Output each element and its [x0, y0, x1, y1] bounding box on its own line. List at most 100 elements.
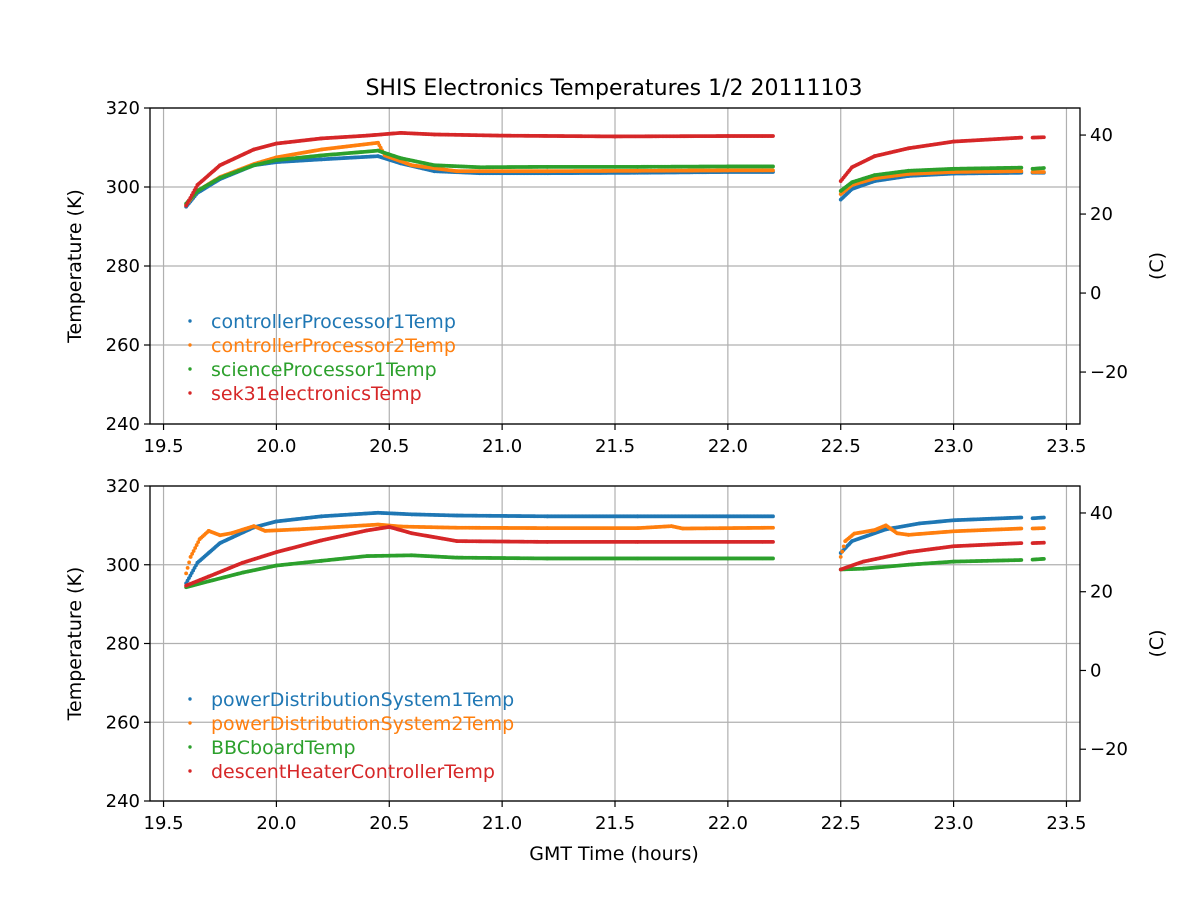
y2-tick-label: 20 [1090, 204, 1113, 225]
legend-label: sek31electronicsTemp [211, 383, 422, 405]
x-tick-label: 20.0 [256, 813, 296, 834]
y-tick-label: 280 [106, 256, 140, 277]
y2-tick-label: 20 [1090, 582, 1113, 603]
x-tick-label: 21.5 [595, 813, 635, 834]
data-point [190, 552, 195, 556]
data-point [840, 549, 845, 554]
x-tick-label: 22.0 [708, 813, 748, 834]
x-tick-label: 23.5 [1046, 813, 1086, 834]
x-tick-label: 20.5 [369, 813, 409, 834]
x-tick-label: 23.5 [1046, 436, 1086, 457]
data-point [184, 571, 189, 576]
y-tick-label: 240 [106, 791, 140, 812]
y-tick-label: 320 [106, 98, 140, 119]
y2-tick-label: 40 [1090, 503, 1113, 524]
data-point [187, 560, 192, 565]
y2-tick-label: 0 [1090, 660, 1101, 681]
data-point [188, 554, 193, 559]
y-axis-label: Temperature (K) [64, 567, 86, 722]
bottom-panel: 19.5 20.0 20.5 21.0 21.5 22.0 22.5 23.0 23.5 240 2… [64, 476, 1168, 834]
data-point [191, 549, 196, 553]
x-tick-label: 23.0 [934, 436, 974, 457]
data-point [196, 540, 201, 545]
series-scienceProcessor1Temp [184, 148, 1046, 206]
data-point [1041, 135, 1046, 140]
x-tick-label: 22.5 [821, 436, 861, 457]
data-point [1019, 558, 1024, 562]
series-sek31electronicsTemp [184, 130, 1046, 208]
series-powerDistributionSystem2Temp [184, 522, 1046, 576]
x-tick-label: 21.0 [482, 813, 522, 834]
x-tick-label: 19.5 [144, 813, 184, 834]
legend-marker [188, 769, 192, 773]
series-descentHeaterControllerTemp [184, 525, 1046, 588]
data-point [838, 554, 843, 559]
y-tick-label: 280 [106, 634, 140, 655]
y-tick-label: 300 [106, 177, 140, 198]
data-point [185, 566, 190, 570]
legend: powerDistributionSystem1TemppowerDistrib… [188, 689, 514, 783]
y-tick-label: 260 [106, 712, 140, 733]
x-tick-label: 21.5 [595, 436, 635, 457]
legend-marker [188, 367, 192, 371]
x-tick-label: 21.0 [482, 436, 522, 457]
data-point [1019, 541, 1024, 545]
legend-label: powerDistributionSystem1Temp [211, 689, 514, 711]
x-tick-label: 20.5 [369, 436, 409, 457]
legend-label: powerDistributionSystem2Temp [211, 713, 514, 735]
legend-label: controllerProcessor2Temp [211, 335, 456, 357]
data-point [771, 525, 775, 530]
y2-tick-label: −20 [1090, 739, 1128, 760]
data-point [1041, 170, 1046, 174]
data-point [771, 540, 775, 544]
data-point [1019, 165, 1024, 170]
data-point [771, 134, 775, 138]
legend-marker [188, 343, 192, 347]
y2-tick-label: 40 [1090, 125, 1113, 146]
data-point [1019, 526, 1024, 531]
legend-marker [188, 721, 192, 725]
data-point [1041, 526, 1046, 531]
legend-marker [188, 391, 192, 395]
data-point [841, 544, 846, 549]
y-tick-label: 260 [106, 335, 140, 356]
legend-label: scienceProcessor1Temp [211, 359, 437, 381]
data-point [193, 546, 198, 550]
x-tick-label: 19.5 [144, 436, 184, 457]
legend: controllerProcessor1TempcontrollerProces… [188, 311, 456, 405]
data-point [771, 556, 775, 561]
y2-tick-label: 0 [1090, 283, 1101, 304]
legend-marker [188, 319, 192, 323]
data-point [1041, 166, 1046, 170]
x-tick-label: 22.5 [821, 813, 861, 834]
legend-label: BBCboardTemp [211, 737, 356, 759]
x-tick-label: 20.0 [256, 436, 296, 457]
y2-tick-label: −20 [1090, 362, 1128, 383]
y-axis-label: Temperature (K) [64, 189, 86, 344]
data-point [1041, 556, 1046, 561]
series-powerDistributionSystem1Temp [184, 510, 1046, 586]
data-point [771, 514, 775, 519]
data-point [771, 164, 775, 169]
y2-axis-label: (C) [1146, 252, 1168, 280]
chart-title: SHIS Electronics Temperatures 1/2 201111… [365, 76, 862, 101]
data-point [1019, 515, 1024, 520]
data-point [1041, 515, 1046, 520]
y2-axis-label: (C) [1146, 629, 1168, 657]
legend-label: descentHeaterControllerTemp [211, 761, 495, 783]
x-axis-label: GMT Time (hours) [529, 843, 699, 865]
legend-marker [188, 697, 192, 701]
top-panel: 19.5 20.0 20.5 21.0 21.5 22.0 22.5 23.0 23.5 240 2… [64, 98, 1168, 457]
data-point [194, 543, 199, 547]
legend-label: controllerProcessor1Temp [211, 311, 456, 333]
x-tick-label: 23.0 [934, 813, 974, 834]
y-tick-label: 240 [106, 414, 140, 435]
data-point [1019, 169, 1024, 174]
data-point [1041, 540, 1046, 545]
data-point [1019, 135, 1024, 140]
data-point [771, 168, 775, 173]
x-tick-label: 22.0 [708, 436, 748, 457]
legend-marker [188, 745, 192, 749]
